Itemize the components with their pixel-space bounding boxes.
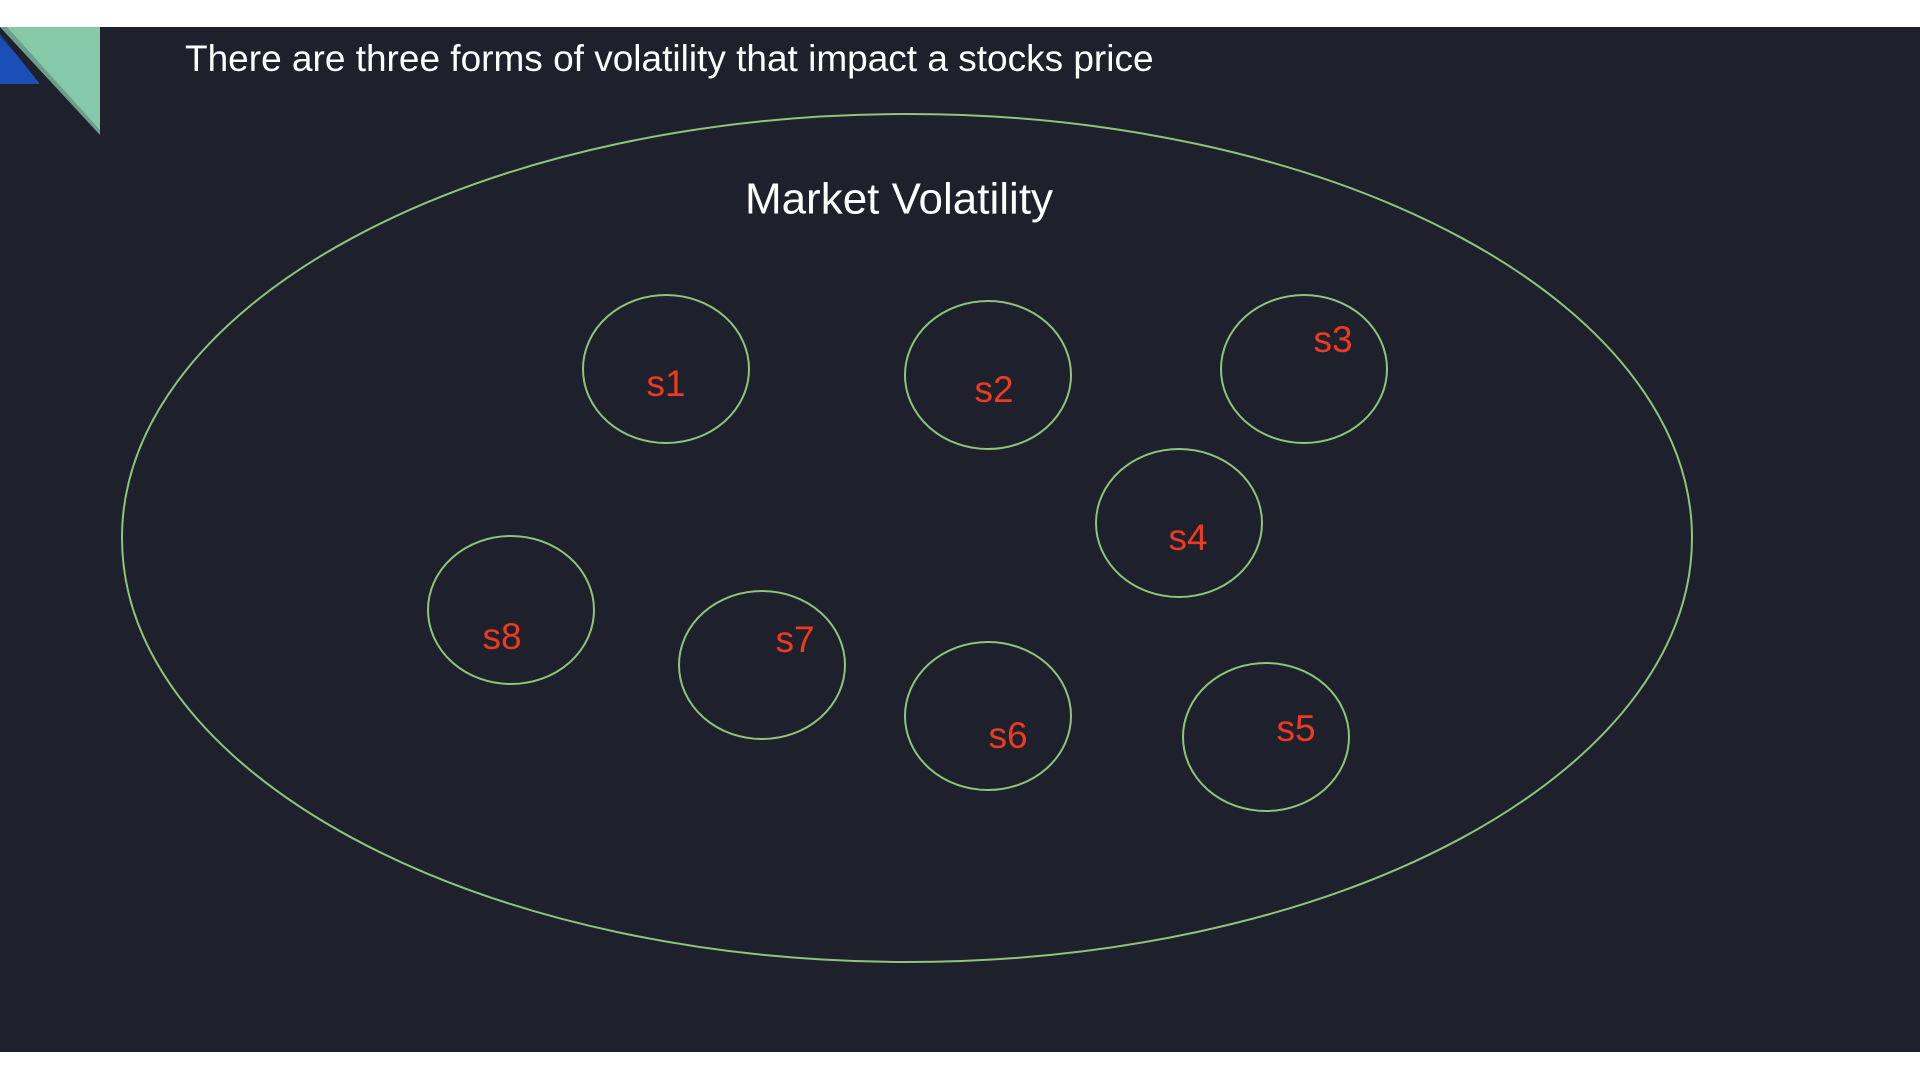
- stock-circle: [1220, 294, 1388, 444]
- stock-circle: [678, 590, 846, 740]
- stock-label: s6: [988, 715, 1027, 756]
- stock-label: s3: [1313, 319, 1352, 360]
- stock-circle: [582, 294, 750, 444]
- stock-circle: [904, 300, 1072, 450]
- corner-accent-blue: [0, 34, 40, 84]
- corner-accent-green: [0, 27, 100, 135]
- stock-label: s7: [775, 619, 814, 660]
- stock-circle: [427, 535, 595, 685]
- stock-circle: [1182, 662, 1350, 812]
- slide-title: There are three forms of volatility that…: [185, 38, 1154, 79]
- stock-label: s1: [646, 363, 685, 404]
- slide-background: [0, 27, 1920, 1052]
- stock-circle: [904, 641, 1072, 791]
- corner-accent-edge: [0, 27, 100, 135]
- market-ellipse: [121, 113, 1693, 963]
- stock-circle: [1095, 448, 1263, 598]
- diagram-label: Market Volatility: [745, 175, 1053, 224]
- stock-label: s4: [1168, 517, 1207, 558]
- top-bar: [0, 0, 1920, 27]
- stock-label: s8: [482, 616, 521, 657]
- stock-label: s2: [974, 369, 1013, 410]
- stock-label: s5: [1276, 708, 1315, 749]
